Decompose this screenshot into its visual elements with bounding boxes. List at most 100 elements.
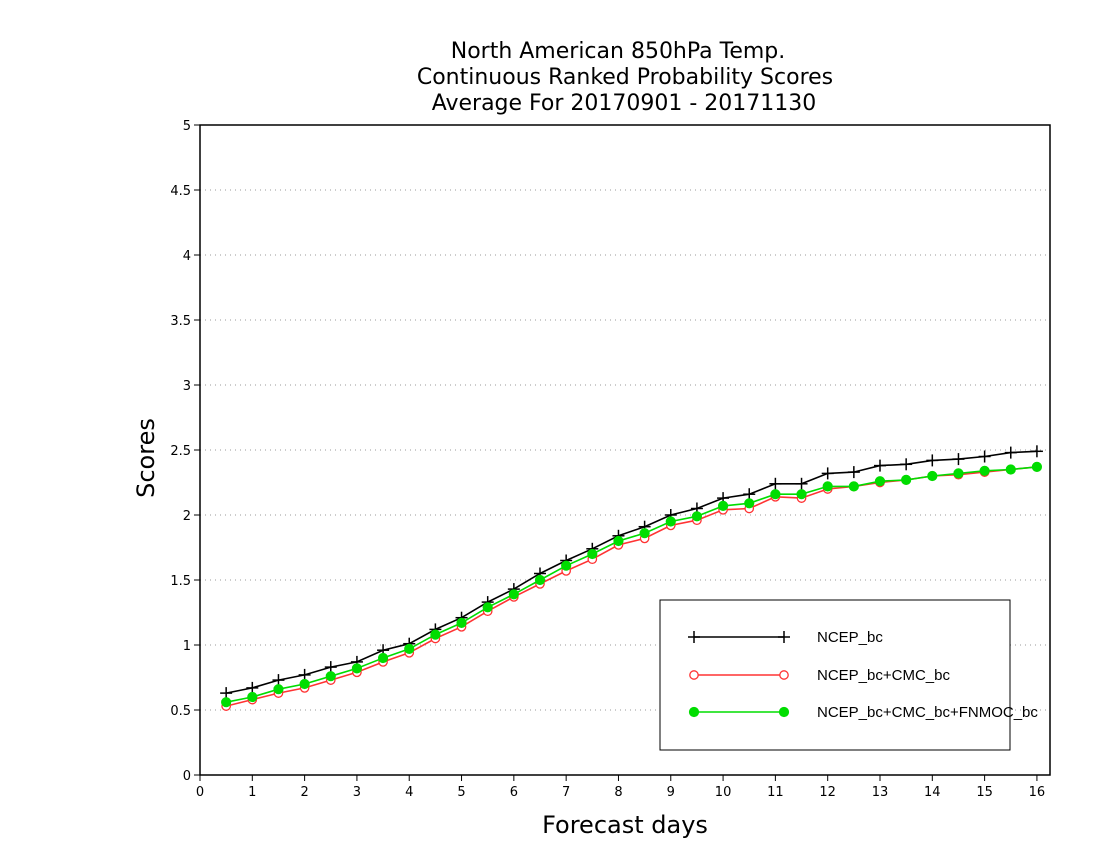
legend-items: NCEP_bc NCEP_bc+CMC_bc NCEP_bc+CMC_bc+FNMO…	[688, 629, 1038, 721]
data-point	[769, 477, 782, 490]
data-point	[1031, 461, 1043, 472]
series-layer	[220, 445, 1043, 711]
data-point	[247, 691, 258, 703]
data-point	[561, 560, 572, 571]
title-line-1: North American 850hPa Temp.	[451, 39, 786, 64]
x-tick-label: 0	[196, 785, 204, 800]
data-point	[351, 663, 363, 674]
data-point	[613, 535, 624, 547]
data-point	[979, 465, 990, 476]
data-point	[901, 474, 912, 485]
series-0	[220, 445, 1043, 700]
data-point	[404, 643, 415, 655]
data-point	[1030, 445, 1043, 458]
legend-marker	[688, 706, 700, 718]
data-point	[744, 498, 755, 509]
gridlines	[200, 189, 1050, 711]
y-tick-label: 0	[183, 769, 191, 784]
data-point	[246, 681, 259, 694]
x-tick-label: 4	[405, 785, 413, 800]
x-tick-label: 6	[510, 785, 518, 800]
y-axis-ticks: 0 0.5 1 1.5 2 2.5 3 3.5 4 4.5 5	[170, 119, 200, 784]
data-point	[272, 674, 285, 687]
data-point	[952, 453, 965, 466]
x-axis-ticks: 0 1 2 3 4 5 6 7 8 9 10 11 12 13 14 15 16	[196, 775, 1045, 800]
x-tick-label: 3	[353, 785, 361, 800]
y-tick-label: 2.5	[170, 444, 191, 459]
x-tick-label: 8	[614, 785, 622, 800]
data-point	[1005, 464, 1016, 475]
data-point	[639, 528, 650, 539]
legend-marker	[689, 670, 699, 680]
data-point	[220, 687, 233, 700]
legend-marker	[779, 670, 789, 680]
data-point	[926, 454, 939, 467]
y-tick-label: 2	[183, 509, 191, 524]
legend-item-1: NCEP_bc+CMC_bc	[689, 667, 950, 684]
data-point	[795, 477, 808, 490]
y-tick-label: 3	[183, 379, 191, 394]
x-tick-label: 2	[300, 785, 308, 800]
data-point	[848, 481, 859, 492]
data-point	[691, 511, 703, 522]
x-tick-label: 5	[457, 785, 465, 800]
data-point	[273, 684, 284, 695]
data-point	[978, 450, 991, 463]
data-point	[1004, 446, 1017, 459]
data-point	[717, 500, 729, 511]
data-point	[927, 470, 938, 482]
y-tick-label: 4.5	[170, 184, 191, 199]
data-point	[847, 466, 860, 479]
legend-item-0: NCEP_bc	[688, 629, 883, 646]
y-tick-label: 5	[183, 119, 191, 134]
legend-label: NCEP_bc+CMC_bc+FNMOC_bc	[817, 704, 1038, 721]
x-tick-label: 11	[767, 785, 784, 800]
legend: NCEP_bc NCEP_bc+CMC_bc NCEP_bc+CMC_bc+FNMO…	[659, 599, 1038, 751]
x-tick-label: 7	[562, 785, 570, 800]
y-tick-label: 3.5	[170, 314, 191, 329]
y-axis-label: Scores	[132, 418, 160, 498]
data-point	[456, 617, 467, 629]
data-point	[324, 661, 337, 674]
data-point	[821, 467, 834, 480]
data-point	[534, 574, 546, 586]
title-line-2: Continuous Ranked Probability Scores	[417, 65, 833, 90]
data-point	[482, 602, 493, 613]
x-axis-label: Forecast days	[542, 811, 708, 839]
data-point	[770, 489, 781, 500]
x-tick-label: 9	[667, 785, 675, 800]
data-point	[874, 459, 886, 472]
data-point	[299, 678, 310, 690]
data-point	[665, 516, 676, 527]
title-line-3: Average For 20170901 - 20171130	[432, 91, 817, 116]
data-point	[900, 458, 913, 471]
legend-marker	[778, 631, 790, 643]
data-point	[221, 697, 232, 708]
x-tick-label: 14	[924, 785, 941, 800]
data-point	[508, 589, 519, 600]
data-point	[796, 489, 807, 500]
data-point	[874, 476, 886, 487]
y-tick-label: 0.5	[170, 704, 191, 719]
x-tick-label: 1	[248, 785, 256, 800]
y-tick-label: 1	[183, 639, 191, 654]
data-point	[325, 671, 336, 682]
data-point	[377, 652, 389, 664]
x-tick-label: 12	[819, 785, 836, 800]
data-point	[430, 629, 441, 640]
data-point	[822, 481, 833, 492]
series-2	[221, 461, 1043, 708]
y-tick-label: 4	[183, 249, 191, 264]
y-tick-label: 1.5	[170, 574, 191, 589]
legend-item-2: NCEP_bc+CMC_bc+FNMOC_bc	[688, 704, 1038, 721]
legend-marker	[688, 631, 700, 643]
legend-label: NCEP_bc+CMC_bc	[817, 667, 950, 684]
legend-marker	[778, 706, 790, 718]
data-point	[953, 468, 964, 479]
x-tick-label: 10	[715, 785, 732, 800]
data-point	[587, 548, 598, 560]
x-tick-label: 16	[1029, 785, 1046, 800]
legend-label: NCEP_bc	[817, 629, 883, 646]
chart-title: North American 850hPa Temp. Continuous R…	[417, 39, 833, 116]
